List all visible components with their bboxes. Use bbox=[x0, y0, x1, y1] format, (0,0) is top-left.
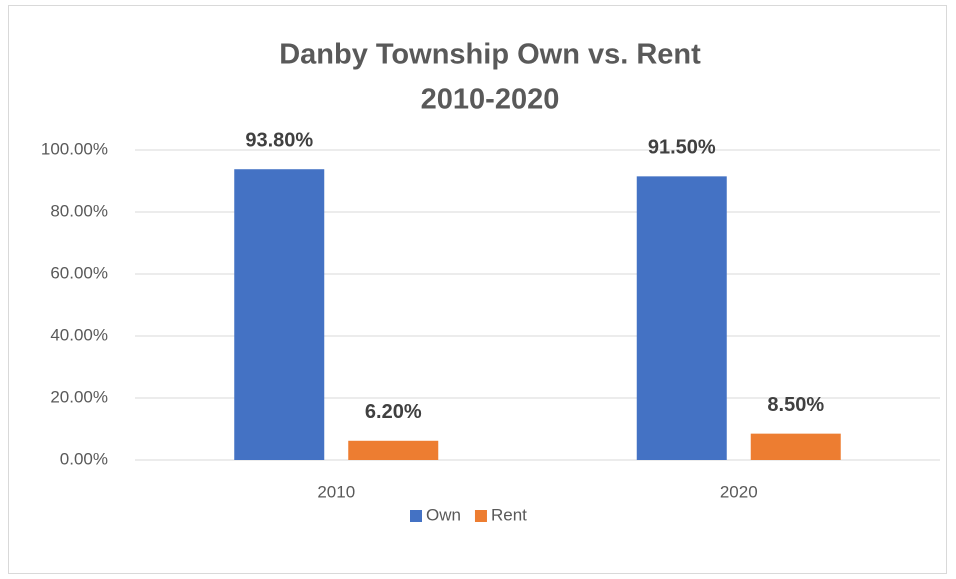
legend-label: Rent bbox=[491, 505, 527, 524]
y-tick-label: 80.00% bbox=[50, 201, 108, 220]
y-tick-label: 40.00% bbox=[50, 325, 108, 344]
y-tick-label: 60.00% bbox=[50, 263, 108, 282]
bar bbox=[234, 169, 325, 460]
bar bbox=[348, 440, 439, 460]
y-tick-label: 100.00% bbox=[41, 139, 108, 158]
chart-title: 2010-2020 bbox=[421, 84, 560, 116]
chart-border bbox=[8, 5, 947, 574]
chart-title: Danby Township Own vs. Rent bbox=[279, 39, 701, 71]
legend-swatch bbox=[410, 510, 422, 522]
data-label: 91.50% bbox=[648, 137, 716, 159]
data-label: 6.20% bbox=[365, 401, 422, 423]
legend-label: Own bbox=[426, 505, 461, 524]
bar bbox=[750, 433, 841, 460]
data-label: 93.80% bbox=[245, 130, 313, 152]
bar bbox=[636, 176, 727, 460]
x-tick-label: 2020 bbox=[720, 482, 758, 501]
y-tick-label: 0.00% bbox=[60, 449, 108, 468]
data-label: 8.50% bbox=[767, 394, 824, 416]
y-tick-label: 20.00% bbox=[50, 387, 108, 406]
legend-swatch bbox=[474, 510, 487, 522]
x-tick-label: 2010 bbox=[317, 482, 355, 501]
